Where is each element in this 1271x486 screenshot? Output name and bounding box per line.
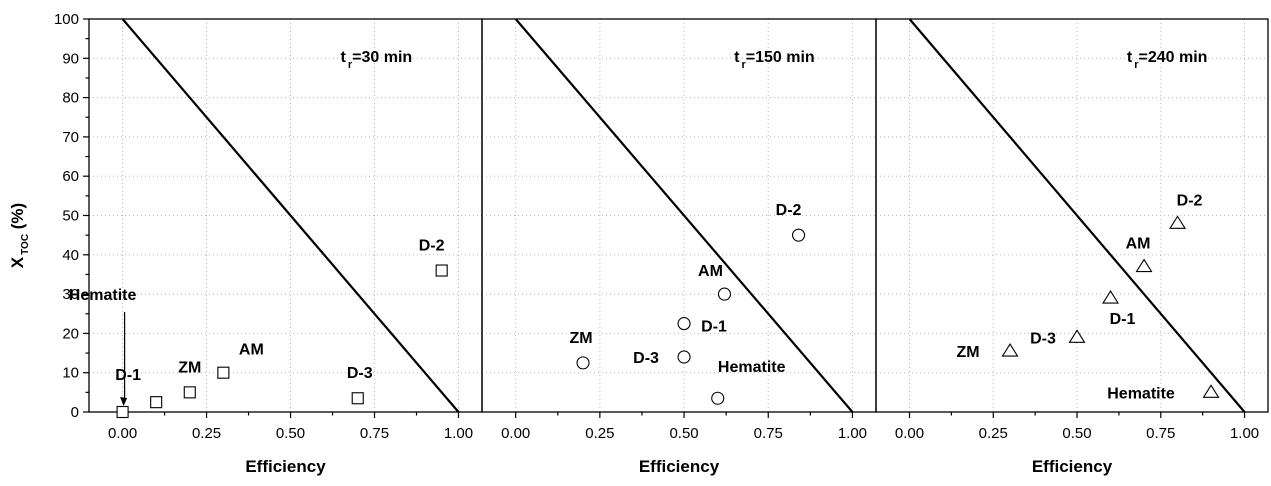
y-tick-label: 10: [62, 365, 79, 382]
x-tick-label: 0.75: [1146, 425, 1175, 442]
data-point-d-2: [1169, 215, 1187, 229]
data-point-hematite: [116, 405, 129, 419]
data-point-am: [217, 366, 230, 379]
reference-line: [908, 18, 1246, 413]
arrow-head: [120, 397, 128, 406]
data-point-d-2: [435, 264, 448, 277]
data-point-hematite: [1202, 384, 1220, 398]
x-tick-label: 0.50: [1062, 425, 1091, 442]
x-tick-label: 1.00: [444, 425, 473, 442]
data-point-zm: [576, 356, 590, 370]
x-tick-label: 0.00: [108, 425, 137, 442]
point-label: D-3: [633, 350, 659, 367]
panel-3: 0.00 0.25 0.50 0.75 1.00 Efficiency t r=240 min…: [875, 18, 1269, 476]
point-label: D-1: [701, 319, 727, 336]
x-tick-label: 0.75: [360, 425, 389, 442]
panel-title: t r=240 min: [1127, 49, 1208, 71]
data-point-zm: [1001, 343, 1019, 357]
reference-line: [514, 18, 854, 413]
data-point-d-1: [677, 317, 691, 331]
x-tick-label: 0.50: [669, 425, 698, 442]
x-tick-label: 0.00: [895, 425, 924, 442]
data-point-d-2: [791, 228, 806, 242]
point-label: Hematite: [1107, 385, 1175, 402]
x-tick-label: 0.25: [192, 425, 221, 442]
panel-1: 0.00 0.25 0.50 0.75 1.00 Efficiency t r=30 min H…: [69, 18, 483, 476]
x-axis-label: Efficiency: [639, 457, 720, 476]
point-label: Hematite: [69, 287, 137, 304]
y-tick-label: 20: [62, 325, 79, 342]
y-axis: 0 10 20 30 40 50 60 70 80 90 100 XTOC (%): [8, 11, 89, 421]
point-label: D-1: [115, 367, 141, 384]
data-point-am: [1135, 258, 1153, 273]
data-point-zm: [183, 386, 196, 399]
y-tick-label: 60: [62, 168, 79, 185]
point-label: D-3: [347, 365, 373, 382]
y-axis-label: XTOC (%): [8, 203, 31, 268]
data-point-d-3: [351, 392, 364, 405]
panel-title: t r=30 min: [341, 49, 413, 71]
x-tick-label: 0.75: [754, 425, 783, 442]
point-label: D-1: [1110, 311, 1136, 328]
x-tick-label: 0.50: [276, 425, 305, 442]
point-label: D-2: [1177, 192, 1203, 209]
point-label: AM: [698, 263, 723, 280]
y-tick-label: 0: [71, 404, 79, 421]
x-axis-label: Efficiency: [1032, 457, 1113, 476]
point-label: ZM: [178, 359, 201, 376]
point-label: AM: [1126, 236, 1151, 253]
data-point-d-1: [1102, 289, 1120, 304]
point-label: Hematite: [718, 359, 786, 376]
y-tick-label: 80: [62, 90, 79, 107]
y-tick-label: 30: [62, 286, 79, 303]
x-tick-label: 0.25: [979, 425, 1008, 442]
plot-frame: [875, 18, 1269, 413]
y-tick-label: 90: [62, 50, 79, 67]
panel-title: t r=150 min: [734, 49, 815, 71]
panel-2: 0.00 0.25 0.50 0.75 1.00 Efficiency t r=150 min…: [481, 18, 877, 476]
y-tick-label: 40: [62, 247, 79, 264]
data-point-d-1: [150, 396, 163, 409]
point-label: D-2: [776, 202, 802, 219]
x-tick-label: 1.00: [838, 425, 867, 442]
data-point-hematite: [711, 391, 725, 405]
reference-line: [121, 18, 460, 413]
point-label: ZM: [569, 330, 592, 347]
x-tick-label: 0.25: [585, 425, 614, 442]
x-tick-label: 1.00: [1230, 425, 1259, 442]
y-tick-label: 100: [54, 11, 79, 28]
x-axis-label: Efficiency: [245, 457, 326, 476]
point-label: ZM: [956, 344, 979, 361]
data-point-d-3: [677, 350, 691, 364]
point-label: AM: [239, 342, 264, 359]
x-tick-label: 0.00: [501, 425, 530, 442]
data-point-am: [717, 287, 732, 301]
data-point-d-3: [1068, 329, 1086, 343]
y-tick-label: 70: [62, 129, 79, 146]
point-label: D-3: [1030, 330, 1056, 347]
point-label: D-2: [419, 238, 445, 255]
y-tick-label: 50: [62, 208, 79, 225]
